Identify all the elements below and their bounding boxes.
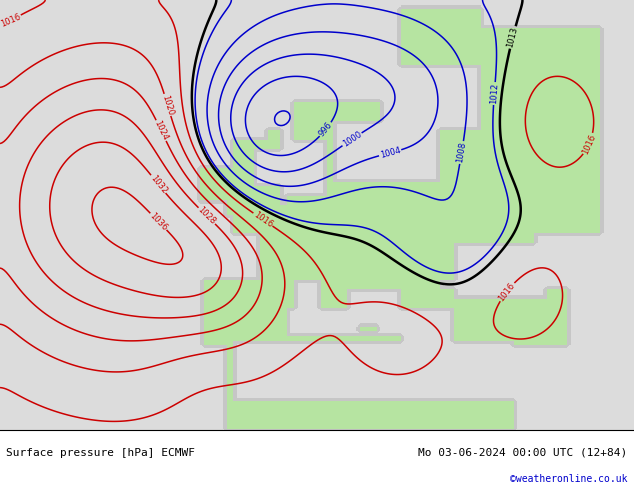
Text: 1004: 1004 bbox=[379, 146, 401, 160]
Text: 1008: 1008 bbox=[455, 142, 468, 164]
Text: 1036: 1036 bbox=[148, 211, 169, 232]
Text: Mo 03-06-2024 00:00 UTC (12+84): Mo 03-06-2024 00:00 UTC (12+84) bbox=[418, 448, 628, 458]
Text: 1016: 1016 bbox=[581, 132, 597, 155]
Text: 1016: 1016 bbox=[252, 210, 274, 229]
Text: 1016: 1016 bbox=[0, 12, 22, 29]
Text: 1024: 1024 bbox=[153, 119, 170, 142]
Text: 1013: 1013 bbox=[506, 26, 520, 49]
Text: ©weatheronline.co.uk: ©weatheronline.co.uk bbox=[510, 474, 628, 484]
Text: 1020: 1020 bbox=[160, 94, 175, 116]
Text: 996: 996 bbox=[317, 121, 334, 139]
Text: 1012: 1012 bbox=[489, 83, 500, 104]
Text: 1032: 1032 bbox=[148, 173, 169, 195]
Text: 1016: 1016 bbox=[497, 281, 517, 303]
Text: 1000: 1000 bbox=[340, 130, 363, 149]
Text: Surface pressure [hPa] ECMWF: Surface pressure [hPa] ECMWF bbox=[6, 448, 195, 458]
Text: 1028: 1028 bbox=[196, 205, 217, 226]
